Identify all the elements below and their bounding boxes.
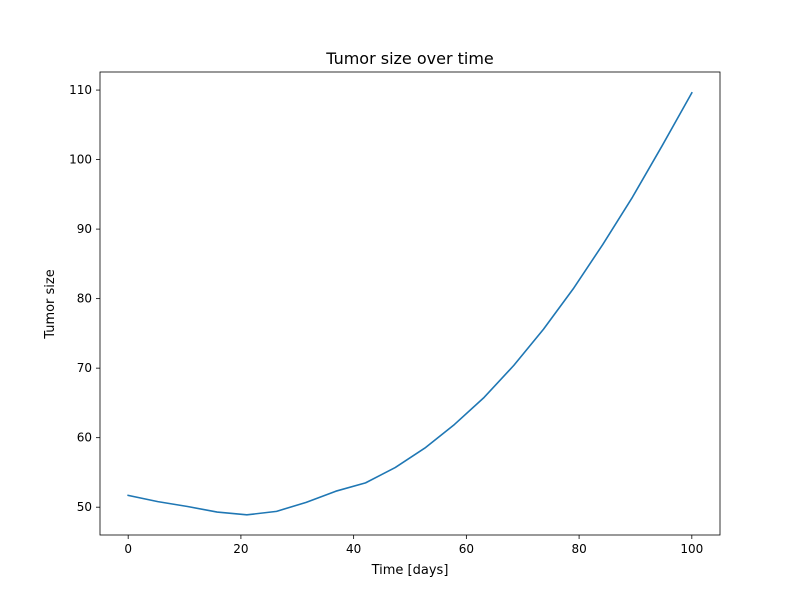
y-tick-label: 70: [77, 361, 92, 375]
y-tick-label: 50: [77, 500, 92, 514]
chart-title: Tumor size over time: [325, 49, 494, 68]
x-axis-label: Time [days]: [371, 563, 449, 578]
y-tick-label: 80: [77, 292, 92, 306]
y-tick-label: 60: [77, 431, 92, 445]
y-tick-label: 90: [77, 222, 92, 236]
x-tick-label: 40: [346, 542, 361, 556]
x-tick-label: 80: [571, 542, 586, 556]
series-line-0: [127, 91, 693, 516]
x-tick-label: 20: [233, 542, 248, 556]
x-tick-label: 60: [459, 542, 474, 556]
y-tick-label: 100: [69, 153, 92, 167]
x-tick-label: 100: [680, 542, 703, 556]
y-axis-label: Tumor size: [43, 269, 58, 340]
axes-frame: [99, 71, 721, 536]
y-tick-label: 110: [69, 83, 92, 97]
x-tick-label: 0: [124, 542, 132, 556]
plot-area: 0 20 40 60 80 100 50 60 70 80 90 100 110: [69, 71, 721, 556]
